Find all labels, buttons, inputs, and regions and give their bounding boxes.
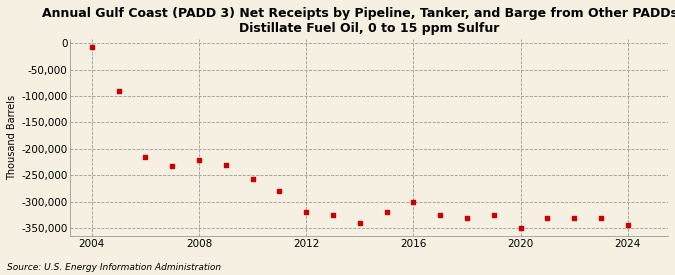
Point [515, 226, 526, 230]
Point [595, 215, 606, 220]
Point [569, 215, 580, 220]
Point [86, 45, 97, 50]
Point [542, 215, 553, 220]
Point [301, 210, 312, 214]
Point [462, 215, 472, 220]
Point [381, 210, 392, 214]
Point [167, 164, 178, 168]
Point [622, 223, 633, 228]
Point [408, 199, 418, 204]
Point [489, 213, 500, 217]
Point [113, 89, 124, 93]
Point [140, 155, 151, 159]
Point [327, 213, 338, 217]
Point [247, 177, 258, 182]
Point [220, 163, 231, 167]
Y-axis label: Thousand Barrels: Thousand Barrels [7, 95, 17, 180]
Point [435, 213, 446, 217]
Title: Annual Gulf Coast (PADD 3) Net Receipts by Pipeline, Tanker, and Barge from Othe: Annual Gulf Coast (PADD 3) Net Receipts … [42, 7, 675, 35]
Point [354, 221, 365, 225]
Point [194, 158, 205, 163]
Point [274, 189, 285, 193]
Text: Source: U.S. Energy Information Administration: Source: U.S. Energy Information Administ… [7, 263, 221, 272]
